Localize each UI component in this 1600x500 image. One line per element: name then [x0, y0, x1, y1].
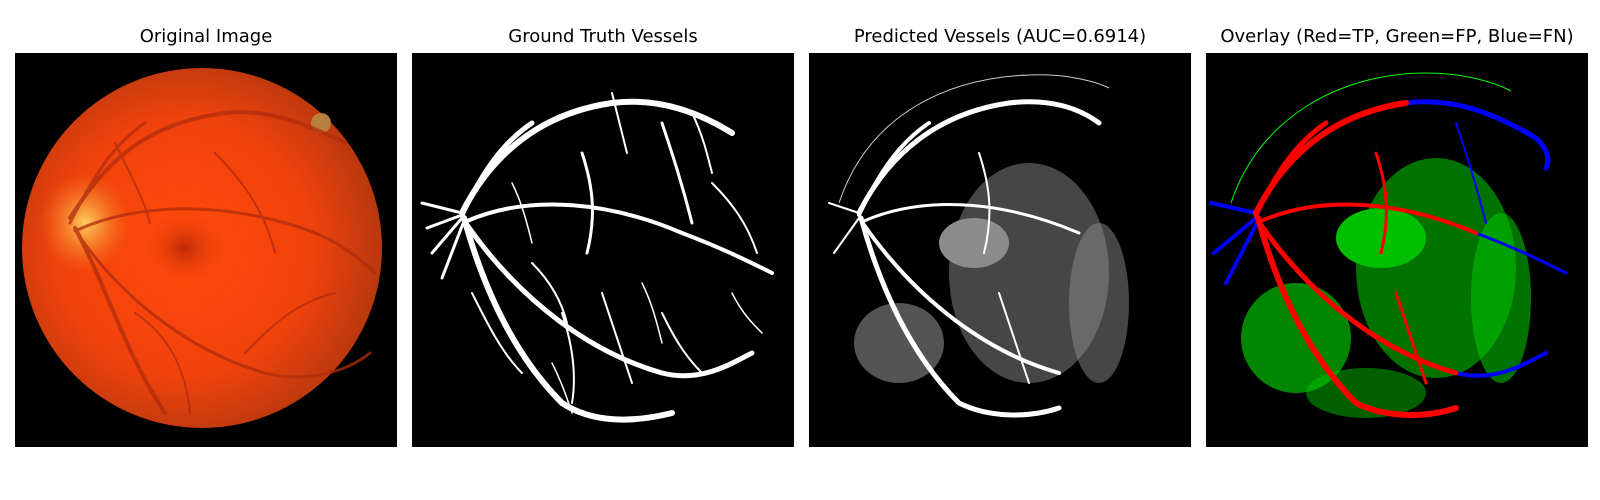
macula	[145, 213, 225, 283]
optic-disc	[40, 173, 130, 273]
ground-truth-panel: Ground Truth Vessels	[412, 0, 794, 450]
predicted-vessels-title: Predicted Vessels (AUC=0.6914)	[853, 26, 1147, 47]
ground-truth-title: Ground Truth Vessels	[508, 26, 698, 47]
ground-truth-vessel-map	[420, 92, 774, 423]
predicted-vessel-map	[828, 74, 1129, 418]
original-image-title: Original Image	[139, 26, 273, 47]
overlay-panel: Overlay (Red=TP, Green=FP, Blue=FN)	[1206, 0, 1588, 450]
fundus-photo	[22, 68, 382, 428]
predicted-vessels-image	[809, 53, 1191, 447]
predicted-vessels-panel: Predicted Vessels (AUC=0.6914)	[809, 0, 1191, 450]
overlay-image	[1206, 53, 1588, 447]
ground-truth-vessels-image	[412, 53, 794, 447]
overlay-title: Overlay (Red=TP, Green=FP, Blue=FN)	[1220, 26, 1574, 47]
original-image-panel: Original Image	[15, 0, 397, 450]
original-fundus-image	[15, 53, 397, 447]
true-positive-vessels	[1253, 100, 1478, 418]
overlay-vessel-map	[1209, 72, 1568, 418]
false-negative-vessels	[1209, 99, 1568, 378]
